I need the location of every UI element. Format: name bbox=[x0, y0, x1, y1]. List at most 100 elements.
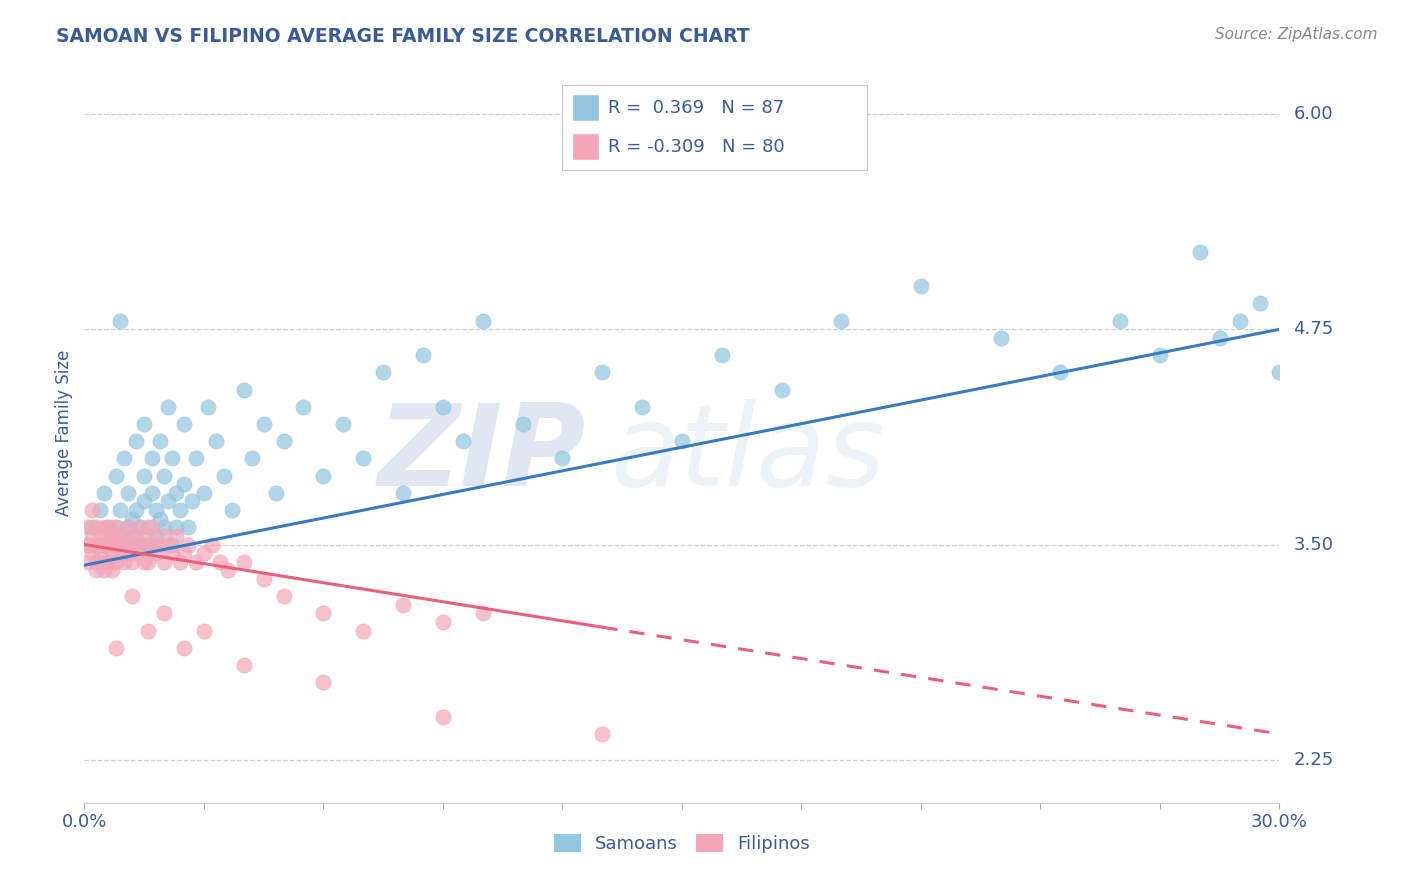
Point bbox=[352, 451, 374, 466]
Point bbox=[392, 486, 415, 500]
Point bbox=[177, 520, 200, 534]
Point bbox=[205, 434, 228, 449]
Point bbox=[292, 400, 315, 414]
Point bbox=[82, 503, 104, 517]
Point bbox=[212, 468, 235, 483]
Point bbox=[86, 520, 108, 534]
Point bbox=[141, 537, 163, 551]
Point bbox=[77, 555, 100, 569]
Point bbox=[101, 529, 124, 543]
Point bbox=[132, 494, 156, 508]
Point bbox=[1209, 331, 1232, 345]
Point bbox=[121, 537, 143, 551]
Point bbox=[631, 400, 654, 414]
Point bbox=[432, 709, 454, 723]
Point bbox=[193, 546, 215, 560]
Point bbox=[671, 434, 693, 449]
Point bbox=[145, 529, 167, 543]
Point bbox=[132, 468, 156, 483]
Point bbox=[273, 434, 295, 449]
Point bbox=[173, 546, 195, 560]
Point bbox=[149, 434, 172, 449]
Point bbox=[112, 529, 135, 543]
Point bbox=[273, 589, 295, 603]
Text: 4.75: 4.75 bbox=[1294, 320, 1334, 338]
Point bbox=[145, 546, 167, 560]
Point bbox=[136, 529, 159, 543]
Point bbox=[86, 563, 108, 577]
Point bbox=[710, 348, 733, 362]
Point bbox=[1229, 314, 1251, 328]
Point bbox=[1109, 314, 1132, 328]
Point bbox=[112, 537, 135, 551]
Point bbox=[312, 468, 335, 483]
Point bbox=[86, 555, 108, 569]
Point bbox=[221, 503, 243, 517]
Point bbox=[129, 520, 152, 534]
Point bbox=[157, 494, 180, 508]
Point bbox=[208, 555, 231, 569]
Point bbox=[1268, 365, 1291, 379]
Point bbox=[153, 555, 176, 569]
Point bbox=[392, 598, 415, 612]
Point bbox=[89, 537, 111, 551]
Point bbox=[77, 520, 100, 534]
Point bbox=[173, 640, 195, 655]
Point bbox=[169, 503, 191, 517]
Point bbox=[145, 503, 167, 517]
Point bbox=[89, 503, 111, 517]
Point bbox=[184, 555, 207, 569]
Point bbox=[129, 537, 152, 551]
Point bbox=[89, 529, 111, 543]
Point bbox=[173, 417, 195, 431]
Point bbox=[93, 486, 115, 500]
Point bbox=[125, 546, 148, 560]
Point bbox=[1049, 365, 1071, 379]
Point bbox=[101, 546, 124, 560]
Point bbox=[160, 451, 183, 466]
Point bbox=[112, 537, 135, 551]
Text: atlas: atlas bbox=[610, 400, 886, 510]
Point bbox=[93, 520, 115, 534]
Point bbox=[1149, 348, 1171, 362]
Point bbox=[136, 555, 159, 569]
Point bbox=[121, 555, 143, 569]
Point bbox=[105, 529, 128, 543]
Point bbox=[432, 615, 454, 629]
Point bbox=[132, 417, 156, 431]
Point bbox=[82, 520, 104, 534]
Point bbox=[132, 537, 156, 551]
Point bbox=[312, 607, 335, 621]
Point bbox=[169, 555, 191, 569]
Point bbox=[1249, 296, 1271, 310]
Point bbox=[97, 520, 120, 534]
Point bbox=[136, 624, 159, 638]
Point bbox=[910, 279, 932, 293]
Point bbox=[93, 537, 115, 551]
Point bbox=[830, 314, 852, 328]
Point bbox=[149, 537, 172, 551]
Point bbox=[591, 727, 613, 741]
Point bbox=[232, 383, 254, 397]
Point bbox=[82, 529, 104, 543]
Point bbox=[332, 417, 354, 431]
Point bbox=[165, 520, 187, 534]
Point bbox=[181, 494, 204, 508]
Point bbox=[551, 451, 574, 466]
Y-axis label: Average Family Size: Average Family Size bbox=[55, 350, 73, 516]
Legend: Samoans, Filipinos: Samoans, Filipinos bbox=[547, 827, 817, 861]
Point bbox=[197, 400, 219, 414]
Text: Source: ZipAtlas.com: Source: ZipAtlas.com bbox=[1215, 27, 1378, 42]
Point bbox=[153, 529, 176, 543]
Point bbox=[201, 537, 224, 551]
Point bbox=[125, 503, 148, 517]
Point bbox=[129, 537, 152, 551]
Point bbox=[157, 537, 180, 551]
Point bbox=[471, 607, 494, 621]
Point bbox=[312, 675, 335, 690]
Point bbox=[471, 314, 494, 328]
Point bbox=[97, 520, 120, 534]
Point bbox=[1308, 400, 1330, 414]
Point bbox=[105, 640, 128, 655]
Point bbox=[990, 331, 1012, 345]
